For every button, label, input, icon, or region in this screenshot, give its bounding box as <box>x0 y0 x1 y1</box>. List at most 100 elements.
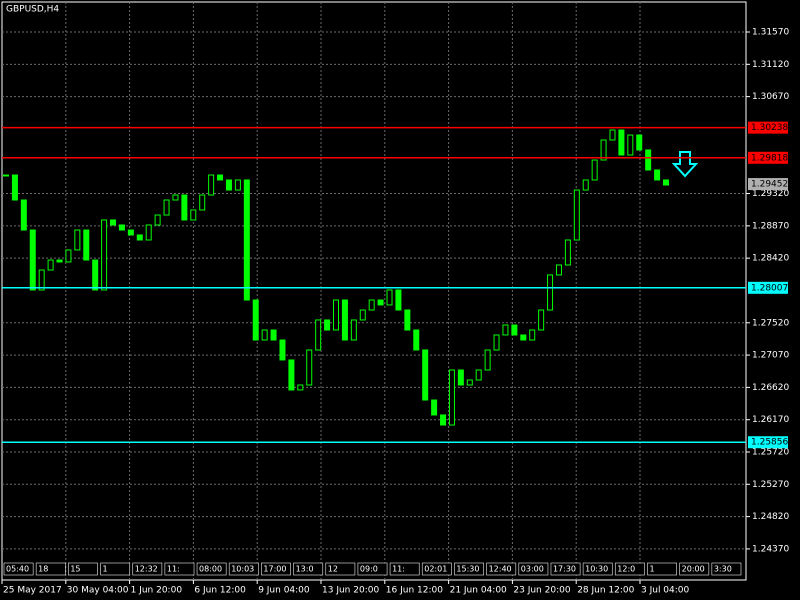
y-tick-label: 1.25270 <box>752 480 789 490</box>
x-tick-label: 1 Jun 20:00 <box>131 586 183 596</box>
candle <box>636 134 643 151</box>
candle <box>74 229 81 251</box>
current-price-label: 1.29452 <box>751 180 788 190</box>
level-label: 1.30238 <box>751 123 788 133</box>
y-tick-label: 1.24370 <box>752 544 789 554</box>
candle <box>288 359 295 391</box>
time-box <box>711 562 742 576</box>
level-label: 1.29818 <box>751 153 788 163</box>
candle <box>377 299 384 306</box>
time-box <box>228 562 259 576</box>
x-tick-label: 3 Jul 04:00 <box>641 586 690 596</box>
level-label: 1.25856 <box>751 438 788 448</box>
candle <box>520 334 527 341</box>
time-box <box>3 562 34 576</box>
candle <box>529 329 536 341</box>
time-box <box>67 562 98 576</box>
chart-title: GBPUSD,H4 <box>6 5 59 15</box>
candle <box>3 174 9 177</box>
time-box <box>357 562 388 576</box>
time-box-label: 1 <box>649 565 654 574</box>
time-box <box>196 562 227 576</box>
time-box-label: 10:03 <box>231 565 254 574</box>
candle <box>627 134 634 156</box>
x-tick-label: 30 May 04:00 <box>67 586 129 596</box>
candle <box>386 289 393 306</box>
candle <box>11 174 18 201</box>
candle <box>609 129 616 141</box>
candle <box>359 309 366 321</box>
candle <box>333 299 339 331</box>
time-box-label: 11: <box>392 565 405 574</box>
y-tick-label: 1.27070 <box>752 351 789 361</box>
y-tick-label: 1.28420 <box>752 254 789 264</box>
candle <box>101 219 108 291</box>
time-box <box>132 562 163 576</box>
candle <box>555 264 562 276</box>
candle <box>324 319 331 331</box>
level-label-box <box>748 436 788 449</box>
time-box-label: 17:30 <box>553 565 576 574</box>
candle <box>573 189 580 241</box>
time-box-label: 05:40 <box>6 565 29 574</box>
time-box-label: 15 <box>70 565 80 574</box>
candle <box>217 174 224 181</box>
candle <box>564 239 571 266</box>
candle <box>663 179 669 186</box>
time-box <box>454 562 484 576</box>
candle <box>368 299 375 311</box>
time-box <box>614 562 645 576</box>
candle <box>163 199 170 216</box>
time-box-label: 1 <box>103 565 108 574</box>
x-tick-label: 25 May 2017 <box>3 586 62 596</box>
time-box <box>550 562 581 576</box>
time-box <box>647 562 678 576</box>
y-tick-label: 1.26170 <box>752 415 789 425</box>
candle <box>582 179 589 191</box>
candle <box>484 349 491 371</box>
candle <box>645 149 652 171</box>
candle <box>208 174 215 196</box>
candle <box>315 319 322 351</box>
y-tick-label: 1.25720 <box>752 447 789 457</box>
candle <box>538 309 545 331</box>
y-tick-label: 1.31120 <box>752 60 789 70</box>
candle <box>199 194 206 211</box>
time-box <box>164 562 195 576</box>
time-box <box>35 562 66 576</box>
time-box <box>325 562 356 576</box>
candle <box>172 194 179 201</box>
candle <box>466 379 473 386</box>
candle <box>547 274 554 311</box>
candle <box>511 324 518 336</box>
candle <box>145 224 152 241</box>
level-label-box <box>748 281 788 294</box>
x-tick-label: 16 Jun 12:00 <box>386 586 443 596</box>
candle <box>350 319 357 341</box>
candle <box>92 259 99 291</box>
candle <box>422 349 429 401</box>
time-box <box>389 562 420 576</box>
y-tick-label: 1.26620 <box>752 383 789 393</box>
time-box-label: 18 <box>38 565 48 574</box>
time-box-label: 12 <box>328 565 338 574</box>
time-box-label: 17:00 <box>263 565 286 574</box>
time-box-label: 11: <box>167 565 180 574</box>
candle <box>448 369 455 426</box>
candle <box>83 229 90 261</box>
candle <box>297 384 304 391</box>
x-tick-label: 13 Jun 20:00 <box>322 586 379 596</box>
candle <box>493 334 500 351</box>
time-box-label: 3:30 <box>714 565 732 574</box>
candle <box>38 269 45 291</box>
y-tick-label: 1.27520 <box>752 318 789 328</box>
candle <box>190 209 197 221</box>
candle <box>225 179 232 191</box>
candle <box>252 299 259 341</box>
candle <box>270 329 277 341</box>
y-tick-label: 1.31570 <box>752 28 789 38</box>
candle <box>404 309 411 331</box>
candle <box>413 329 420 351</box>
